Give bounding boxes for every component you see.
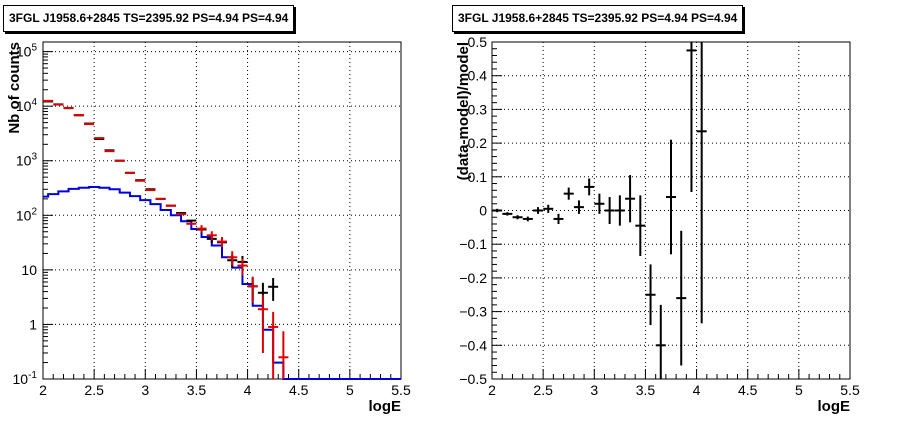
x-axis-label: logE: [369, 398, 402, 415]
x-tick-label: 3: [141, 382, 149, 398]
residuals-chart: 2 2.5 3 3.5 4 4.5 5 5.5 −0.5 −0.4 −0.3 −0.2 −0.1 0 0.1…: [455, 34, 860, 415]
y-tick-label: 0.2: [468, 135, 488, 151]
y-tick-label: −0.1: [459, 236, 487, 252]
x-tick-label: 3.5: [187, 382, 207, 398]
chart-title: 3FGL J1958.6+2845 TS=2395.92 PS=4.94 PS=…: [452, 5, 744, 32]
x-tick-label: 5.5: [840, 382, 860, 398]
plot-frame: [42, 41, 402, 380]
y-axis-label: Nb of counts: [6, 42, 23, 134]
x-tick-label: 3: [590, 382, 598, 398]
x-tick-label: 2: [488, 382, 496, 398]
x-tick-label: 5: [795, 382, 803, 398]
y-tick-label: 104: [16, 97, 38, 114]
x-axis-label: logE: [818, 398, 851, 415]
y-tick-label: −0.4: [459, 337, 487, 353]
x-tick-label: 3.5: [636, 382, 656, 398]
x-tick-label: 2: [39, 382, 47, 398]
y-tick-label: −0.5: [459, 371, 487, 387]
y-tick-label: 0.5: [468, 34, 488, 50]
y-tick-label: −0.3: [459, 304, 487, 320]
x-tick-label: 5.5: [391, 382, 411, 398]
y-tick-label: 0.1: [468, 169, 488, 185]
y-axis-label: (data-model)/model: [455, 42, 472, 180]
y-tick-label: 0.3: [468, 101, 488, 117]
x-tick-label: 4.5: [738, 382, 758, 398]
counts-spectrum-chart: 2 2.5 3 3.5 4 4.5 5 5.5 10-1 1 10 102 103 104 105 logE N…: [6, 41, 411, 415]
y-tick-label: 102: [16, 206, 38, 223]
y-tick-label: 0.4: [468, 68, 488, 84]
y-tick-label: −0.2: [459, 270, 487, 286]
model-step-line: [43, 186, 401, 380]
left-chart-panel: 3FGL J1958.6+2845 TS=2395.92 PS=4.94 PS=…: [3, 5, 411, 415]
chart-title: 3FGL J1958.6+2845 TS=2395.92 PS=4.94 PS=…: [3, 5, 295, 32]
y-tick-label: 0: [479, 203, 487, 219]
y-tick-label: 105: [16, 43, 38, 60]
y-tick-label: 10-1: [13, 370, 38, 387]
right-chart-panel: 3FGL J1958.6+2845 TS=2395.92 PS=4.94 PS=…: [449, 0, 898, 421]
x-tick-label: 2.5: [84, 382, 104, 398]
x-tick-label: 4.5: [289, 382, 309, 398]
x-tick-label: 2.5: [533, 382, 553, 398]
y-tick-label: 1: [29, 316, 37, 332]
y-tick-label: 10: [21, 262, 37, 278]
y-tick-label: 103: [16, 152, 38, 169]
x-tick-label: 4: [244, 382, 252, 398]
x-tick-label: 5: [346, 382, 354, 398]
x-tick-label: 4: [693, 382, 701, 398]
